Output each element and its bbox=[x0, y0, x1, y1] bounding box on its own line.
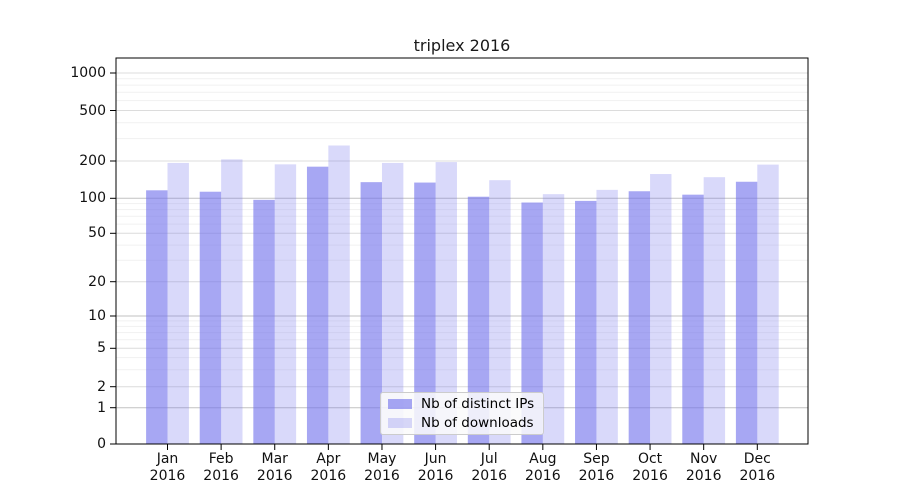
bar-distinct-ips-2 bbox=[253, 199, 275, 444]
bar-downloads-7 bbox=[542, 194, 565, 444]
x-tick-label-11: Dec 2016 bbox=[739, 451, 776, 484]
bar-downloads-5 bbox=[435, 162, 457, 444]
x-tick-label-0: Jan 2016 bbox=[149, 451, 186, 484]
bar-distinct-ips-11 bbox=[735, 181, 758, 444]
legend-swatch-downloads-icon bbox=[388, 418, 412, 428]
bar-distinct-ips-0 bbox=[146, 190, 168, 444]
bar-distinct-ips-10 bbox=[682, 194, 704, 444]
y-tick-label-2: 2 bbox=[97, 378, 106, 395]
bar-downloads-10 bbox=[703, 177, 726, 444]
bar-downloads-4 bbox=[381, 162, 404, 445]
x-tick-label-5: Jun 2016 bbox=[417, 451, 454, 484]
bar-downloads-9 bbox=[650, 174, 672, 444]
x-tick-label-3: Apr 2016 bbox=[310, 451, 347, 484]
plot-border bbox=[115, 57, 809, 445]
y-tick-label-200: 200 bbox=[79, 153, 106, 169]
bar-distinct-ips-8 bbox=[575, 200, 597, 444]
bar-downloads-1 bbox=[221, 159, 243, 444]
y-tick-label-1000: 1000 bbox=[70, 65, 106, 81]
x-tick-label-8: Sep 2016 bbox=[578, 451, 615, 484]
legend-item-distinct-ips: Nb of distinct IPs bbox=[381, 396, 543, 412]
x-tick-label-4: May 2016 bbox=[364, 451, 400, 484]
y-tick-label-5: 5 bbox=[97, 340, 106, 357]
y-tick-label-1: 1 bbox=[97, 399, 106, 416]
x-tick-label-7: Aug 2016 bbox=[524, 451, 561, 484]
y-tick-label-0: 0 bbox=[97, 436, 106, 452]
x-tick-label-1: Feb 2016 bbox=[203, 451, 239, 484]
bar-distinct-ips-5 bbox=[414, 182, 436, 444]
bar-distinct-ips-7 bbox=[521, 202, 543, 444]
chart-title: triplex 2016 bbox=[413, 36, 511, 55]
x-tick-label-10: Nov 2016 bbox=[685, 451, 722, 484]
x-tick-label-6: Jul 2016 bbox=[471, 451, 508, 484]
y-tick-label-500: 500 bbox=[79, 102, 106, 119]
legend-label-distinct-ips: Nb of distinct IPs bbox=[421, 396, 535, 412]
bar-downloads-6 bbox=[489, 180, 511, 444]
bar-downloads-11 bbox=[757, 164, 779, 444]
bar-distinct-ips-9 bbox=[628, 191, 651, 444]
y-tick-label-10: 10 bbox=[88, 308, 106, 324]
legend-label-downloads: Nb of downloads bbox=[421, 415, 534, 431]
bar-distinct-ips-1 bbox=[199, 191, 222, 444]
bar-distinct-ips-6 bbox=[467, 196, 490, 444]
y-tick-label-100: 100 bbox=[79, 190, 106, 207]
bar-distinct-ips-3 bbox=[306, 166, 329, 444]
y-tick-label-50: 50 bbox=[88, 225, 106, 242]
x-tick-label-2: Mar 2016 bbox=[256, 451, 293, 484]
bar-downloads-2 bbox=[274, 164, 297, 445]
legend-swatch-distinct-ips-icon bbox=[388, 399, 412, 409]
y-tick-label-20: 20 bbox=[88, 273, 106, 290]
legend-item-downloads: Nb of downloads bbox=[381, 415, 543, 431]
bar-distinct-ips-4 bbox=[360, 182, 382, 444]
x-tick-label-9: Oct 2016 bbox=[632, 451, 668, 484]
bar-downloads-0 bbox=[167, 162, 189, 445]
bar-downloads-8 bbox=[596, 189, 618, 444]
bar-downloads-3 bbox=[328, 145, 350, 445]
legend: Nb of distinct IPs Nb of downloads bbox=[380, 392, 544, 435]
